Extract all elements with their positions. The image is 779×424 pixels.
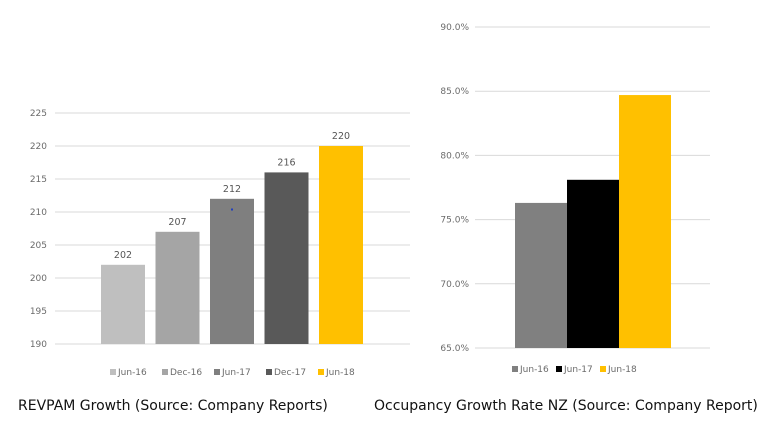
revpam-y-tick-label: 200 [30, 274, 47, 284]
occupancy-legend-swatch [600, 366, 606, 372]
occupancy-chart: 65.0% 70.0% 75.0% 80.0% 85.0% 90.0% Jun-16 Jun-… [440, 23, 710, 375]
occupancy-y-tick-label: 90.0% [440, 23, 469, 33]
occupancy-y-tick-label: 75.0% [440, 216, 469, 226]
revpam-y-tick-label: 195 [30, 307, 47, 317]
revpam-y-tick-label: 225 [30, 109, 47, 119]
revpam-y-tick-label: 210 [30, 208, 47, 218]
occupancy-y-tick-label: 80.0% [440, 151, 469, 161]
revpam-data-label: 212 [223, 184, 241, 195]
revpam-legend-swatch [318, 369, 324, 375]
revpam-caption: REVPAM Growth (Source: Company Reports) [18, 398, 328, 414]
revpam-bar [210, 198, 254, 344]
occupancy-legend-label: Jun-16 [519, 365, 549, 375]
occupancy-bar [567, 179, 619, 348]
revpam-legend-swatch [214, 369, 220, 375]
revpam-legend-label: Dec-16 [170, 368, 202, 378]
occupancy-y-tick-label: 70.0% [440, 280, 469, 290]
revpam-legend-swatch [110, 369, 116, 375]
occupancy-caption: Occupancy Growth Rate NZ (Source: Compan… [374, 398, 758, 414]
occupancy-legend-label: Jun-17 [563, 365, 593, 375]
revpam-y-tick-label: 190 [30, 340, 47, 350]
revpam-data-label: 202 [114, 250, 132, 261]
revpam-y-tick-label: 220 [30, 142, 47, 152]
revpam-bar [264, 172, 309, 344]
occupancy-y-tick-label: 65.0% [440, 344, 469, 354]
revpam-data-label: 216 [277, 157, 295, 168]
revpam-legend-label: Dec-17 [274, 368, 306, 378]
occupancy-legend-label: Jun-18 [607, 365, 637, 375]
occupancy-bar [619, 95, 671, 348]
revpam-bar [101, 264, 145, 344]
revpam-y-tick-label: 215 [30, 175, 47, 185]
revpam-chart: 190 195 200 205 210 215 220 225 202 207 212 216 220 J… [30, 109, 410, 378]
stray-marker [231, 208, 233, 211]
revpam-bar [155, 231, 200, 344]
occupancy-y-tick-label: 85.0% [440, 87, 469, 97]
revpam-legend-label: Jun-18 [325, 368, 355, 378]
occupancy-legend-swatch [512, 366, 518, 372]
revpam-bar [319, 146, 363, 344]
revpam-legend-swatch [162, 369, 168, 375]
occupancy-legend-swatch [556, 366, 562, 372]
revpam-legend-label: Jun-16 [117, 368, 147, 378]
revpam-y-tick-label: 205 [30, 241, 47, 251]
revpam-data-label: 220 [332, 131, 350, 142]
revpam-data-label: 207 [168, 217, 186, 228]
revpam-legend-label: Jun-17 [221, 368, 251, 378]
revpam-legend-swatch [266, 369, 272, 375]
occupancy-bar [515, 202, 567, 348]
